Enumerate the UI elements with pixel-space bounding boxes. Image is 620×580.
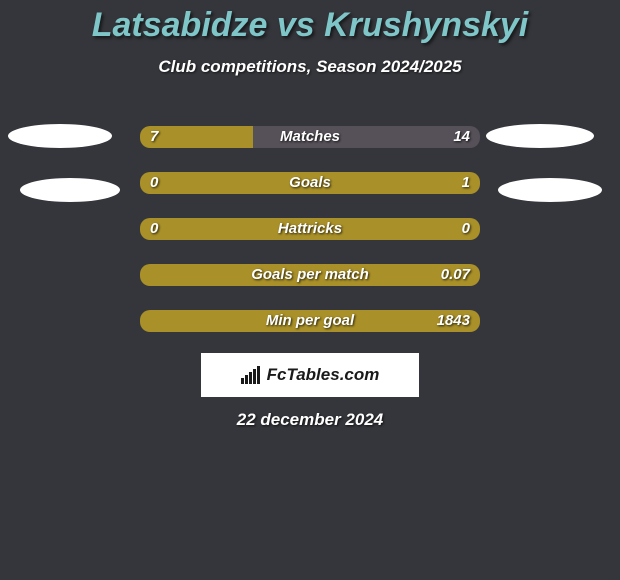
avatar-ellipse [498,178,602,202]
avatar-ellipse [20,178,120,202]
avatar-ellipse [8,124,112,148]
stat-row: Hattricks0 0 [140,218,480,240]
stat-value-right: 1 [462,172,470,194]
stat-row: Min per goal1843 [140,310,480,332]
stat-value-right: 0 [462,218,470,240]
brand-label: FcTables.com [267,365,380,385]
stat-value-right: 14 [453,126,470,148]
stat-value-left: 0 [150,218,158,240]
stat-label: Matches [140,126,480,148]
stat-label: Goals [140,172,480,194]
stat-value-right: 1843 [437,310,470,332]
stat-row: Goals0 1 [140,172,480,194]
avatar-ellipse [486,124,594,148]
generation-date: 22 december 2024 [0,410,620,430]
stat-bars: Matches714Goals01Hattricks00Goals per ma… [140,126,480,356]
stat-value-left: 7 [150,126,158,148]
stat-value-right: 0.07 [441,264,470,286]
bars-icon [241,366,263,384]
stat-label: Hattricks [140,218,480,240]
stat-value-left: 0 [150,172,158,194]
stat-row: Goals per match0.07 [140,264,480,286]
stat-label: Min per goal [140,310,480,332]
stat-label: Goals per match [140,264,480,286]
brand-text: FcTables.com [241,365,380,385]
comparison-title: Latsabidze vs Krushynskyi [0,0,620,45]
comparison-subtitle: Club competitions, Season 2024/2025 [0,57,620,77]
stat-row: Matches7 14 [140,126,480,148]
brand-box: FcTables.com [201,353,419,397]
